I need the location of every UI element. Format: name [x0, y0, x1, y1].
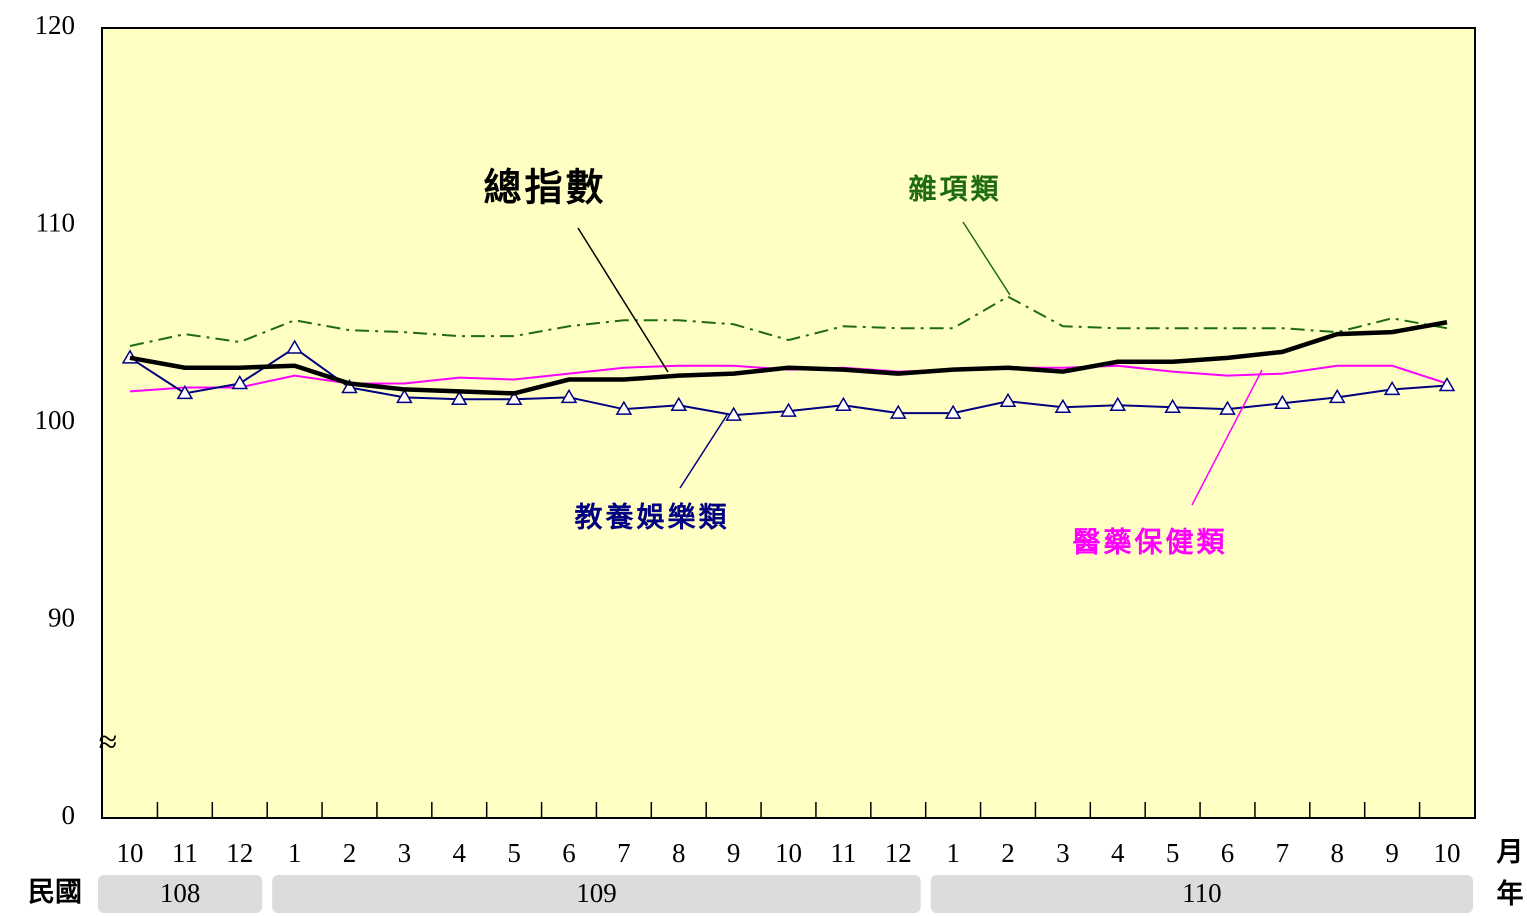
x-tick-label: 9	[1385, 838, 1399, 868]
marker	[341, 378, 358, 394]
x-tick-label: 11	[830, 838, 856, 868]
marker	[1164, 398, 1181, 413]
series-label: 總指數	[483, 168, 606, 210]
group-unit: 年	[1497, 878, 1524, 909]
marker	[505, 390, 523, 406]
marker	[231, 375, 249, 390]
marker	[835, 396, 852, 411]
x-tick-label: 6	[1221, 838, 1235, 868]
x-tick-label: 8	[672, 838, 686, 868]
x-tick-label: 8	[1331, 838, 1345, 868]
x-tick-label: 5	[507, 838, 521, 868]
x-tick-label: 1	[288, 838, 302, 868]
series-label: 雜項類	[908, 173, 1001, 205]
x-tick-label: 7	[617, 838, 631, 868]
x-tick-label: 3	[1056, 838, 1070, 868]
y-tick-label: 100	[35, 405, 76, 435]
marker	[396, 388, 413, 404]
x-tick-label: 12	[885, 838, 912, 868]
y-tick-label: 120	[35, 10, 76, 40]
marker	[1383, 380, 1401, 396]
x-tick-label: 11	[172, 838, 198, 868]
marker	[944, 404, 962, 419]
x-tick-label: 10	[775, 838, 802, 868]
marker	[450, 390, 468, 406]
x-unit: 月	[1496, 837, 1524, 867]
x-tick-label: 2	[343, 838, 357, 868]
x-tick-label: 10	[1434, 838, 1461, 868]
year-label: 108	[160, 878, 201, 908]
year-box	[98, 875, 263, 913]
marker	[615, 400, 633, 415]
y-tick-label: 90	[48, 603, 75, 633]
marker	[1054, 398, 1072, 413]
x-tick-label: 4	[1111, 838, 1125, 868]
year-label: 109	[576, 878, 617, 908]
marker	[999, 392, 1017, 408]
series-line	[129, 295, 1448, 347]
marker	[1438, 376, 1456, 392]
series-line	[129, 320, 1448, 396]
plot-area	[101, 27, 1476, 819]
leader-line	[679, 414, 728, 489]
marker	[670, 396, 688, 411]
marker	[889, 404, 907, 419]
axis-break: ≈	[99, 724, 118, 761]
y-tick-label: 110	[36, 208, 76, 238]
leader-line	[577, 227, 669, 373]
marker	[560, 388, 578, 404]
year-box	[930, 875, 1473, 913]
year-label: 110	[1182, 878, 1222, 908]
marker	[1274, 394, 1291, 409]
series-label: 教養娛樂類	[574, 500, 729, 533]
marker	[1219, 400, 1236, 415]
y-tick-label: 0	[62, 800, 76, 830]
x-tick-label: 5	[1166, 838, 1180, 868]
marker	[176, 384, 194, 400]
marker	[1109, 396, 1127, 411]
x-tick-label: 2	[1001, 838, 1015, 868]
marker	[725, 406, 742, 421]
x-tick-label: 1	[946, 838, 960, 868]
leader-line	[1191, 369, 1263, 506]
year-box	[272, 875, 921, 913]
x-tick-label: 12	[226, 838, 253, 868]
x-tick-label: 3	[398, 838, 412, 868]
group-prefix: 民國	[28, 877, 82, 907]
marker	[780, 402, 797, 417]
x-tick-label: 10	[117, 838, 144, 868]
leader-line	[962, 221, 1011, 296]
marker	[1328, 388, 1346, 404]
series-label: 醫藥保健類	[1072, 526, 1227, 558]
x-tick-label: 7	[1276, 838, 1290, 868]
x-tick-label: 9	[727, 838, 741, 868]
x-tick-label: 4	[453, 838, 467, 868]
marker	[286, 339, 303, 354]
x-tick-label: 6	[562, 838, 576, 868]
